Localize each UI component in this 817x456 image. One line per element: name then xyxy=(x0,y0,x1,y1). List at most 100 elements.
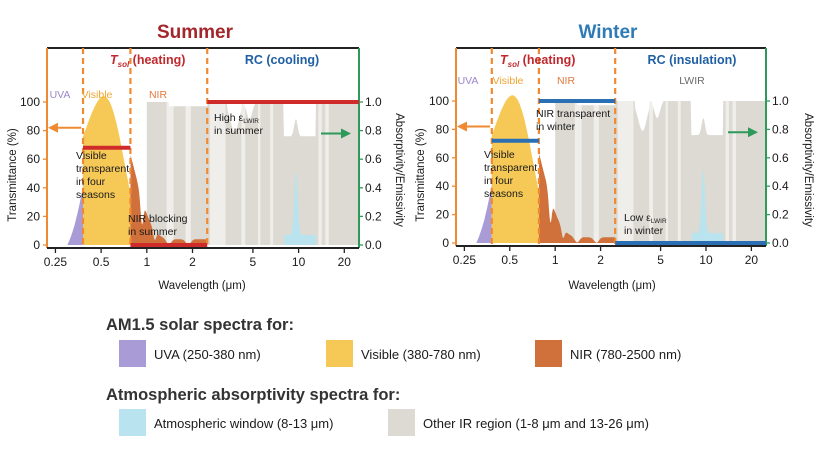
winter-nir-label: NIR xyxy=(557,75,576,87)
summer-plot-atm-gap xyxy=(166,102,174,245)
summer-lwir-label: LWIR xyxy=(269,89,295,101)
winter-panel: Winter 0.25 0.5 1 2 5 10 200204060801000.00.20… xyxy=(415,22,814,292)
winter-plot-visible-area xyxy=(491,95,539,243)
winter-plot-window-area xyxy=(691,170,724,243)
summer-plot-window-area xyxy=(283,172,316,245)
winter-plot-area: 0.25 0.5 1 2 5 10 20 0 20 40 60 80 100 0.0 0.2 0.4 0.6 0.… xyxy=(429,47,789,267)
winter-rc-label: RC (insulation) xyxy=(648,53,737,67)
legend-nir-label: NIR (780-2500 nm) xyxy=(570,347,681,362)
winter-plot-uva-area xyxy=(476,135,492,243)
summer-plot-ytick-label: 80 xyxy=(27,124,41,138)
legend-window-swatch xyxy=(119,409,146,436)
summer-plot-ytick-label: 100 xyxy=(20,95,40,109)
summer-plot-xtick-label: 0.25 xyxy=(44,255,68,269)
summer-plot-atm-gap xyxy=(241,102,246,245)
summer-uva-label: UVA xyxy=(50,89,71,101)
winter-plot-xtick-label: 5 xyxy=(657,253,664,267)
summer-plot-nir-area xyxy=(130,155,208,245)
summer-plot-xtick-label: 1 xyxy=(143,255,150,269)
summer-plot-ytick-right-label: 0.4 xyxy=(365,181,382,195)
summer-plot-atm-gap xyxy=(270,102,274,245)
legend-uva-swatch xyxy=(119,340,146,367)
winter-plot-xtick-label: 10 xyxy=(699,253,713,267)
winter-plot-ytick-label: 40 xyxy=(436,179,450,193)
legend-other-ir-label: Other IR region (1-8 μm and 13-26 μm) xyxy=(423,416,649,431)
winter-plot-xtick-label: 1 xyxy=(552,253,559,267)
summer-plot-atm-gap xyxy=(209,102,226,245)
summer-plot-atm-gap xyxy=(257,102,261,245)
legend-window-label: Atmospheric window (8-13 μm) xyxy=(154,416,333,431)
winter-visible-annotation: Visible transparent in four seasons xyxy=(484,149,540,200)
winter-plot-atm-gap xyxy=(725,101,729,243)
winter-plot-ytick-label: 20 xyxy=(436,208,450,222)
summer-plot-atm-gap xyxy=(325,102,329,245)
summer-lwir-annotation: High εLWIR in summer xyxy=(214,112,264,137)
summer-plot-ytick-right-label: 0.6 xyxy=(365,152,382,166)
winter-plot-atm-gap xyxy=(732,101,736,243)
winter-xlabel: Wavelength (μm) xyxy=(568,280,656,292)
winter-plot-atm-gap xyxy=(574,101,582,243)
winter-plot-ytick-label: 60 xyxy=(436,151,450,165)
summer-visible-annotation: Visible transparent in four seasons xyxy=(76,150,132,201)
summer-xlabel: Wavelength (μm) xyxy=(158,280,246,292)
summer-plot-ytick-label: 40 xyxy=(27,181,41,195)
summer-plot-xtick-label: 20 xyxy=(338,255,352,269)
summer-tsol-label: Tsol (heating) xyxy=(110,53,185,69)
winter-plot-ytick-right-label: 1.0 xyxy=(772,94,789,108)
summer-panel: Summer 0.25 0.5 1 2 5 10 200204060801000.00.20… xyxy=(7,22,405,292)
summer-plot-ytick-label: 60 xyxy=(27,152,41,166)
legend-other-ir-swatch xyxy=(388,409,415,436)
winter-plot-xtick-label: 20 xyxy=(745,253,759,267)
winter-plot-ytick-right-label: 0.2 xyxy=(772,208,789,222)
winter-plot-atm-gap xyxy=(665,101,669,243)
summer-ylabel-right: Absorptivity/Emissivity xyxy=(393,113,405,227)
winter-ylabel-right: Absorptivity/Emissivity xyxy=(802,113,814,227)
winter-uva-label: UVA xyxy=(458,75,479,87)
winter-plot-other-ir-area xyxy=(555,101,766,243)
winter-lwir-annotation: Low εLWIR in winter xyxy=(624,212,670,237)
winter-plot-ytick-right-label: 0.8 xyxy=(772,122,789,136)
summer-plot-visible-area xyxy=(83,96,131,245)
winter-plot-atm-gap xyxy=(593,101,599,243)
winter-plot-ytick-right-label: 0.6 xyxy=(772,151,789,165)
summer-plot-xtick-label: 10 xyxy=(292,255,306,269)
winter-plot-atm-gap xyxy=(649,101,653,243)
summer-plot-ytick-right-label: 0.8 xyxy=(365,124,382,138)
legend-visible-label: Visible (380-780 nm) xyxy=(361,347,481,362)
summer-plot-xtick-label: 5 xyxy=(250,255,257,269)
summer-plot-ytick-right-label: 1.0 xyxy=(365,95,382,109)
winter-ylabel: Transmittance (%) xyxy=(415,128,427,222)
summer-nir-annotation: NIR blocking in summer xyxy=(128,213,190,238)
summer-plot-area: 0.25 0.5 1 2 5 10 20 0 20 40 60 80 100 0.0 0.2 0.4 0.6 0.… xyxy=(20,47,382,269)
winter-title: Winter xyxy=(579,22,639,43)
winter-tsol-label: Tsol (heating) xyxy=(500,53,575,69)
winter-plot-xtick-label: 2 xyxy=(597,253,604,267)
summer-title: Summer xyxy=(157,22,234,43)
summer-plot-ytick-label: 0 xyxy=(33,238,40,252)
summer-plot-uva-area xyxy=(67,136,84,245)
winter-plot-atm-gap xyxy=(677,101,681,243)
summer-plot-ytick-label: 20 xyxy=(27,209,41,223)
summer-plot-ytick-right-label: 0.2 xyxy=(365,209,382,223)
winter-plot-ytick-right-label: 0.4 xyxy=(772,179,789,193)
legend-solar-title: AM1.5 solar spectra for: xyxy=(106,316,294,334)
winter-plot-nir-area xyxy=(538,153,616,243)
summer-plot-atm-gap xyxy=(318,102,322,245)
legend-visible-swatch xyxy=(326,340,353,367)
summer-plot-other-ir-area xyxy=(146,102,359,245)
winter-plot-ytick-label: 0 xyxy=(442,236,449,250)
summer-ylabel: Transmittance (%) xyxy=(7,128,19,222)
winter-plot-ytick-right-label: 0.0 xyxy=(772,236,789,250)
summer-plot-ytick-right-label: 0.0 xyxy=(365,238,382,252)
summer-nir-label: NIR xyxy=(149,89,168,101)
summer-visible-label: Visible xyxy=(82,89,113,101)
summer-plot-xtick-label: 0.5 xyxy=(93,255,110,269)
winter-plot-xtick-label: 0.25 xyxy=(453,253,477,267)
summer-plot-xtick-label: 2 xyxy=(189,255,196,269)
summer-plot-atm-gap xyxy=(185,102,191,245)
legend-atm-title: Atmospheric absorptivity spectra for: xyxy=(106,386,400,404)
winter-plot-ytick-label: 80 xyxy=(436,122,450,136)
legend-uva-label: UVA (250-380 nm) xyxy=(154,347,261,362)
winter-lwir-label: LWIR xyxy=(679,75,705,87)
